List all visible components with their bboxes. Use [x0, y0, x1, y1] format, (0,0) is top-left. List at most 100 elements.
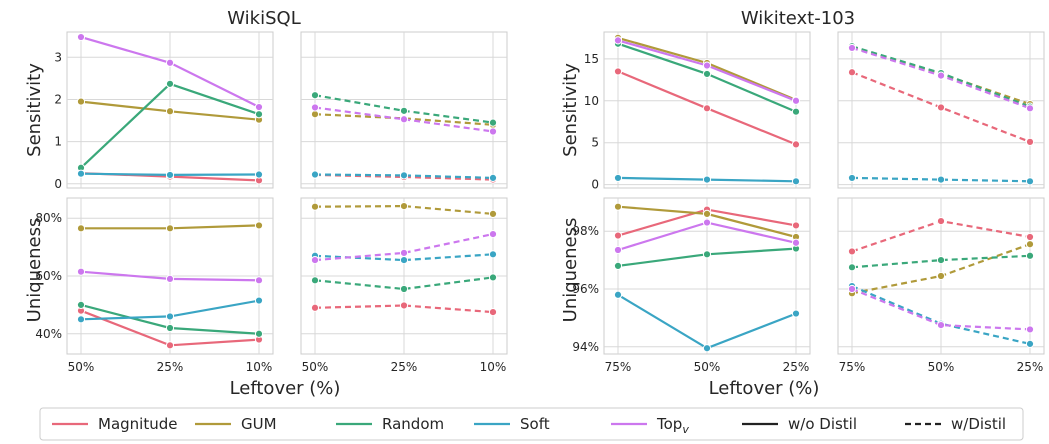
- data-point-magnitude: [613, 231, 623, 240]
- legend-item-w-o-distil: w/o Distil: [742, 415, 857, 433]
- data-point-gum: [254, 221, 264, 230]
- data-point-random: [165, 323, 175, 333]
- data-point-topv: [310, 103, 320, 112]
- data-point-soft: [310, 170, 320, 179]
- data-point-random: [488, 118, 498, 127]
- data-point-topv: [165, 274, 175, 283]
- data-point-random: [254, 110, 264, 119]
- legend-label: w/o Distil: [788, 415, 857, 433]
- data-point-soft: [76, 169, 86, 178]
- data-point-gum: [613, 202, 623, 211]
- data-point-random: [702, 250, 712, 259]
- data-point-topv: [310, 256, 320, 265]
- data-point-topv: [936, 71, 946, 80]
- data-point-topv: [488, 127, 498, 136]
- ytick-label: 60%: [35, 269, 62, 283]
- data-point-magnitude: [936, 103, 946, 112]
- data-point-soft: [791, 309, 801, 318]
- series-line-soft: [851, 285, 1031, 345]
- data-point-topv: [613, 245, 623, 255]
- ylabel-uniqueness-left: Uniqueness: [24, 218, 45, 323]
- data-point-gum: [1025, 240, 1035, 249]
- data-point-topv: [702, 218, 712, 227]
- legend-item-w-distil: w/Distil: [905, 415, 1006, 433]
- ytick-label: 3: [54, 50, 62, 64]
- legend-item-soft: Soft: [474, 415, 550, 433]
- data-point-topv: [254, 276, 264, 285]
- data-point-magnitude: [1025, 137, 1035, 146]
- data-point-random: [488, 273, 498, 282]
- data-point-topv: [847, 284, 857, 294]
- panel-wikitext-sens-distil: [837, 31, 1045, 189]
- data-point-soft: [165, 312, 175, 321]
- data-point-magnitude: [847, 68, 857, 77]
- data-point-soft: [254, 170, 264, 179]
- data-point-random: [76, 300, 86, 309]
- xtick-label: 50%: [302, 360, 329, 374]
- data-point-gum: [702, 209, 712, 218]
- ytick-label: 10: [584, 94, 599, 108]
- panel-wikitext-uniq-distil: 75% 50% 25%: [837, 197, 1045, 374]
- data-point-soft: [613, 173, 623, 183]
- data-point-magnitude: [165, 341, 175, 350]
- ytick-label: 15: [584, 52, 599, 66]
- data-point-random: [399, 106, 409, 115]
- data-point-random: [1025, 251, 1035, 260]
- ytick-label: 94%: [572, 340, 599, 354]
- data-point-topv: [76, 32, 86, 42]
- data-point-gum: [76, 224, 86, 233]
- xtick-label: 25%: [157, 360, 184, 374]
- data-point-random: [936, 256, 946, 265]
- ytick-label: 0: [591, 178, 599, 192]
- data-point-soft: [702, 344, 712, 353]
- data-point-soft: [165, 170, 175, 180]
- data-point-gum: [488, 209, 498, 218]
- xtick-label: 25%: [1017, 360, 1044, 374]
- legend: Magnitude GUM Random Soft Topv w/o Distil w/Di…: [39, 407, 1024, 441]
- ytick-label: 40%: [35, 327, 62, 341]
- data-point-topv: [791, 96, 801, 105]
- data-point-gum: [936, 271, 946, 281]
- data-point-random: [613, 261, 623, 270]
- data-point-magnitude: [936, 217, 946, 226]
- data-point-gum: [165, 224, 175, 233]
- xtick-label: 10%: [246, 360, 273, 374]
- title-wikitext: Wikitext-103: [741, 8, 855, 29]
- xtick-label: 25%: [391, 360, 418, 374]
- xlabel-left: Leftover (%): [230, 378, 341, 399]
- ytick-label: 80%: [35, 211, 62, 225]
- data-point-topv: [847, 43, 857, 53]
- data-point-topv: [702, 61, 712, 70]
- data-point-soft: [1025, 339, 1035, 348]
- panel-wikitext-sens-nodistil: 0 5 10 15: [584, 31, 811, 192]
- panel-wikitext-uniq-nodistil: 94% 96% 98% 75% 50% 25%: [572, 197, 811, 374]
- ytick-label: 96%: [572, 282, 599, 296]
- panel-wikisql-uniq-distil: 50% 25% 10%: [300, 197, 508, 374]
- legend-label: Random: [382, 415, 444, 433]
- legend-label: Topv: [656, 415, 689, 436]
- data-point-random: [847, 263, 857, 272]
- data-point-soft: [488, 173, 498, 182]
- data-point-magnitude: [488, 308, 498, 317]
- data-point-soft: [613, 290, 623, 299]
- data-point-gum: [76, 97, 86, 106]
- legend-item-gum: GUM: [195, 415, 277, 433]
- xtick-label: 50%: [928, 360, 955, 374]
- data-point-magnitude: [613, 67, 623, 76]
- data-point-topv: [791, 238, 801, 247]
- data-point-random: [399, 284, 409, 294]
- xtick-label: 75%: [605, 360, 632, 374]
- data-point-topv: [1025, 104, 1035, 113]
- data-point-soft: [936, 175, 946, 184]
- data-point-magnitude: [791, 140, 801, 149]
- title-wikisql: WikiSQL: [227, 8, 300, 29]
- data-point-magnitude: [702, 104, 712, 113]
- ytick-label: 2: [54, 92, 62, 106]
- data-point-topv: [399, 248, 409, 257]
- ytick-label: 0: [54, 177, 62, 191]
- xlabel-right: Leftover (%): [709, 378, 820, 399]
- ylabel-sensitivity-left: Sensitivity: [24, 63, 45, 157]
- data-point-random: [310, 276, 320, 285]
- data-point-magnitude: [399, 301, 409, 310]
- xtick-label: 50%: [694, 360, 721, 374]
